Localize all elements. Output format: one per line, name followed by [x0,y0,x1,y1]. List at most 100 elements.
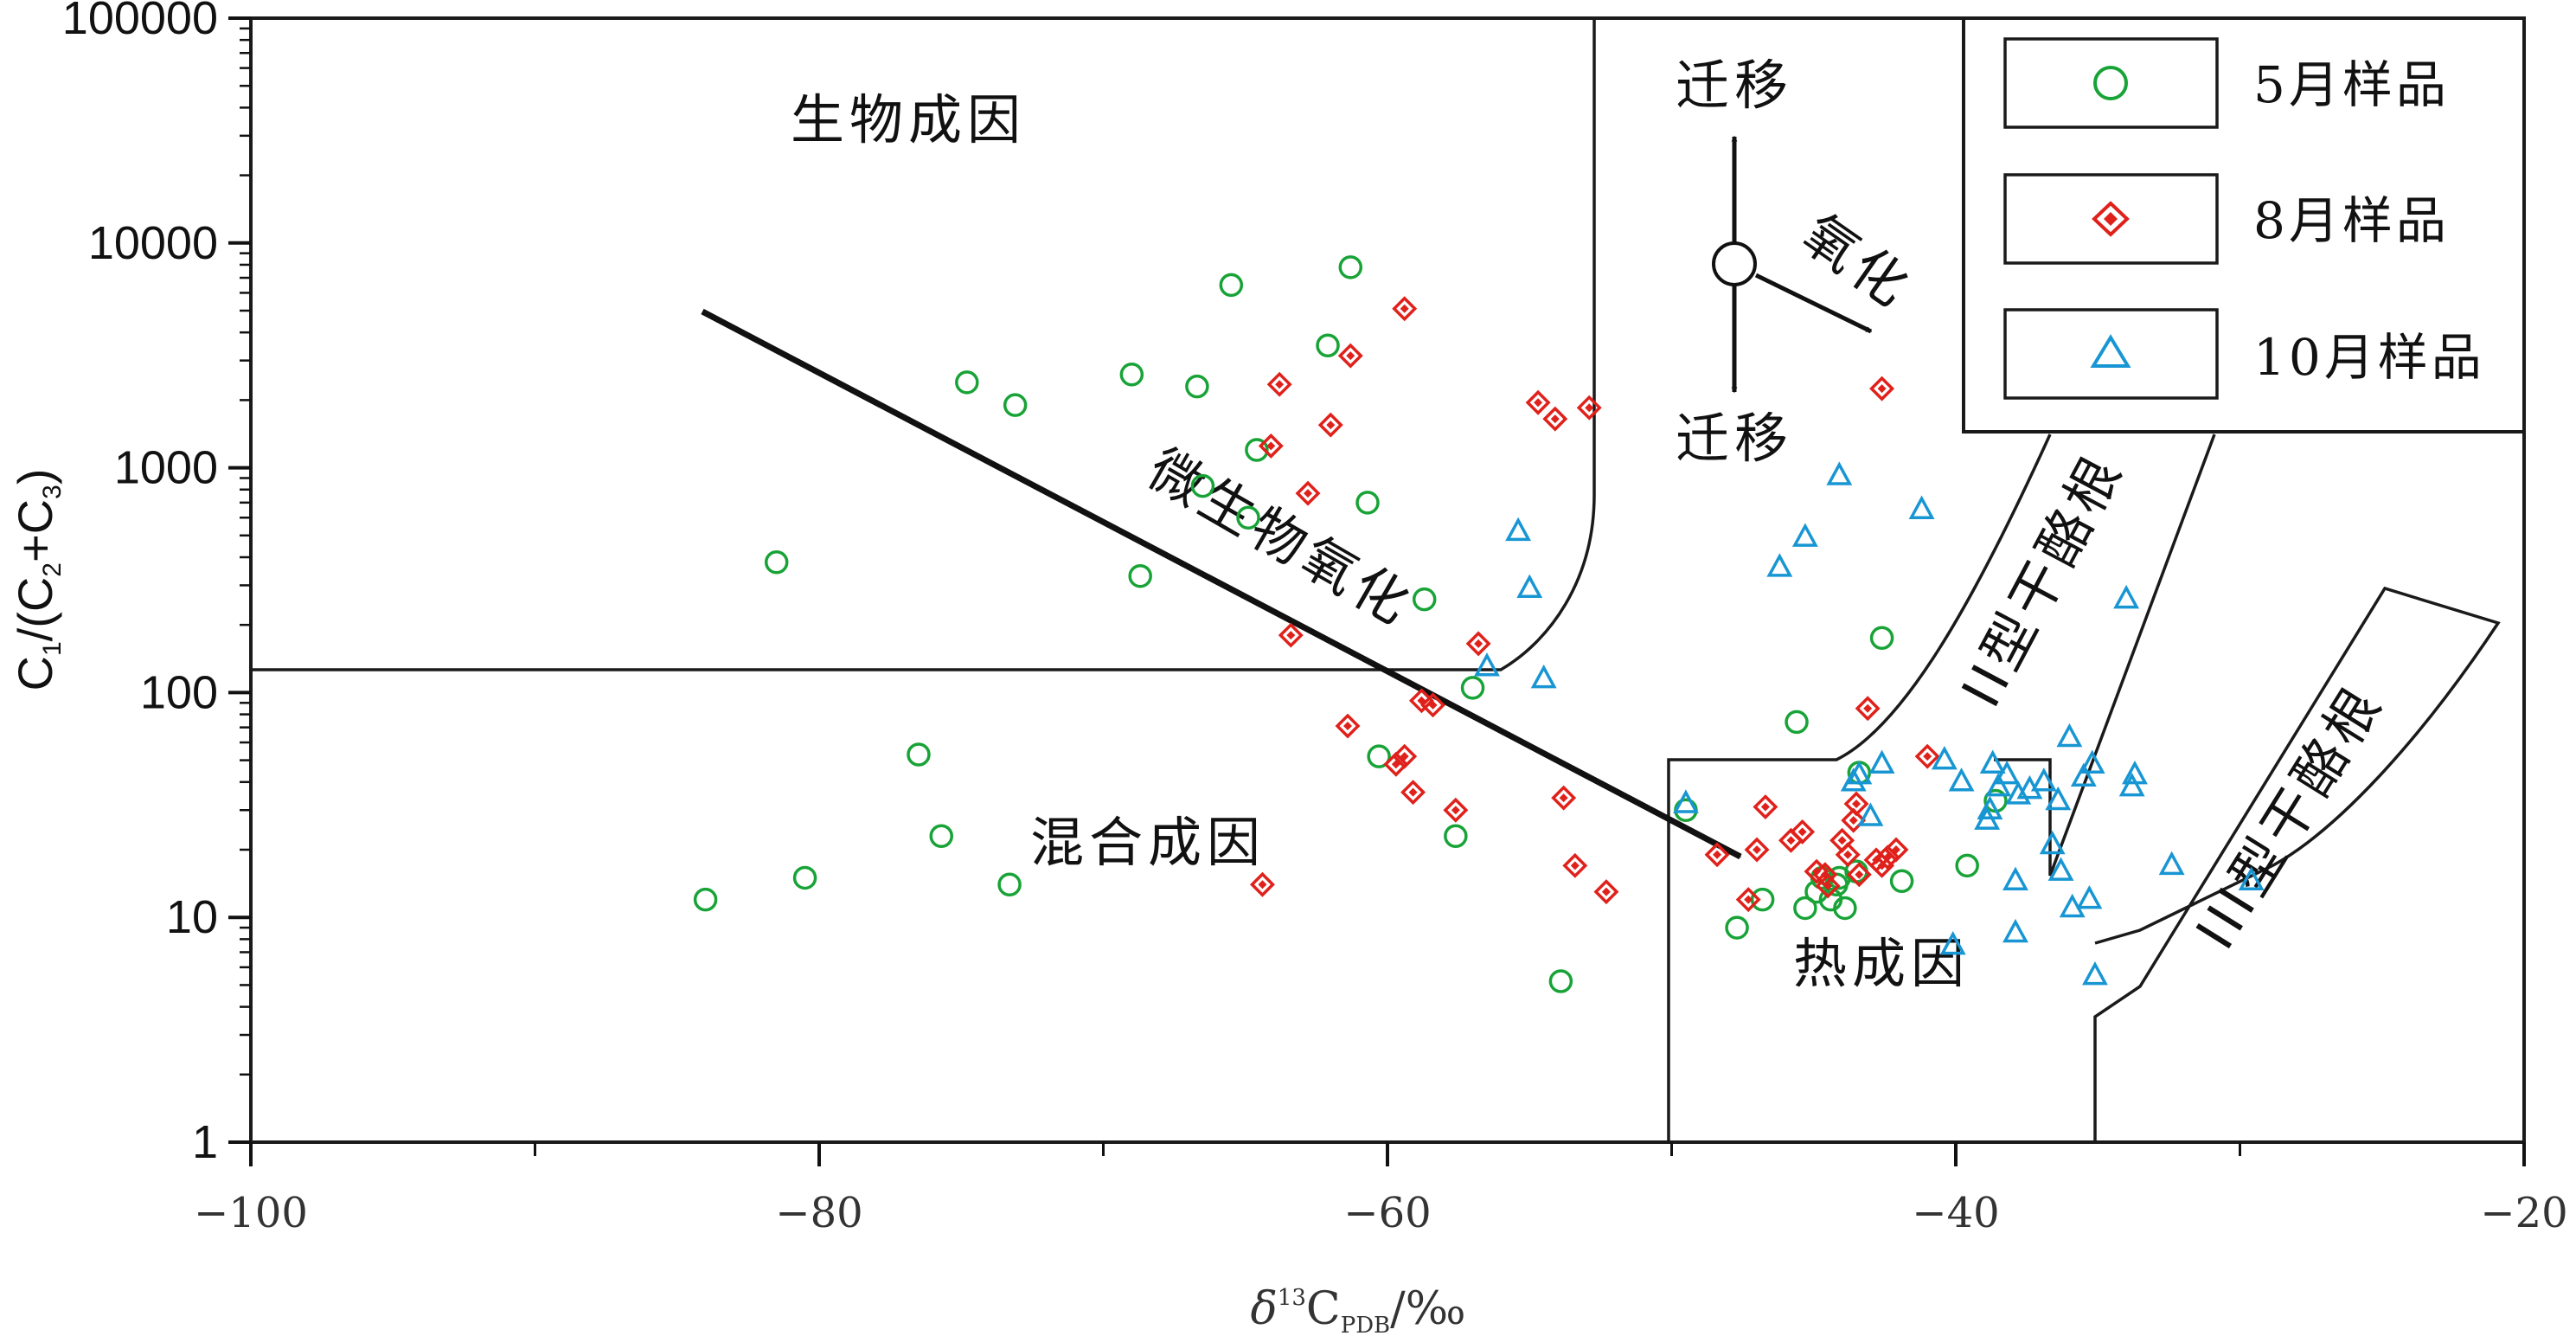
data-point-triangle [2047,857,2074,881]
data-point-diamond [1258,433,1284,459]
data-point-circle [1725,915,1749,940]
migration-up-label: 迁移 [1676,54,1793,117]
data-point-circle [1245,438,1269,462]
data-point-triangle [1939,931,1966,955]
y-axis: 1 10 100 1000 10000 100000 [62,0,251,1168]
data-point-circle [1833,896,1857,921]
legend-label-oct: 10月样品 [2253,328,2485,387]
data-point-triangle [2082,960,2108,986]
data-point-triangle [1931,745,1958,770]
data-point-circle [1889,869,1914,894]
data-point-diamond [1846,862,1872,888]
x-axis: −100 −80 −60 −40 −20 [194,1142,2568,1237]
data-point-diamond [1883,837,1909,863]
data-point-triangle [2122,760,2148,785]
data-point-diamond [1392,296,1418,322]
data-point-circle [1316,333,1340,358]
data-point-diamond [1704,842,1730,868]
process-indicator [1712,135,1873,394]
data-point-diamond [1542,406,1568,432]
x-tick-label: −60 [1343,1189,1431,1237]
data-point-diamond [1835,842,1861,868]
data-point-diamond [1778,827,1804,853]
data-point-triangle [1977,795,2003,819]
data-point-triangle [1979,749,2006,774]
data-point-circle [764,550,789,575]
legend-item-aug: 8月样品 [2003,173,2450,265]
data-point-circle [1119,363,1144,387]
data-point-circle [1219,273,1244,298]
data-point-triangle [1474,652,1500,677]
data-point-diamond [1593,879,1619,905]
data-point-diamond [1576,395,1602,421]
y-axis-label: C1/(C2+C3) [8,469,67,691]
data-point-diamond [1420,692,1446,718]
data-point-diamond [1744,837,1770,863]
data-point-diamond [1465,631,1491,657]
data-point-triangle [1948,768,1975,792]
data-point-diamond [1562,852,1588,878]
data-point-circle [1128,563,1152,588]
data-point-diamond [1855,696,1881,722]
data-point-circle [955,370,979,395]
data-point-triangle [2238,866,2265,891]
data-point-triangle [1857,802,1884,826]
data-point-triangle [2039,830,2066,855]
data-point-diamond [1841,807,1867,833]
data-point-diamond [1525,389,1551,415]
data-point-triangle [2118,772,2145,797]
data-point-diamond [1843,791,1869,817]
data-point-triangle [1516,574,1543,599]
data-point-triangle [1868,749,1895,774]
data-point-diamond [1400,780,1426,806]
data-point-circle [1190,473,1215,498]
legend: 5月样品 8月样品 10月样品 [1962,16,2526,434]
data-point-diamond [1335,713,1361,739]
data-point-triangle [1766,553,1793,577]
data-point-triangle [2113,584,2140,609]
data-point-triangle [2056,723,2083,748]
legend-frame [1962,16,2526,434]
data-point-circle [1548,969,1573,993]
data-point-circle [929,824,954,848]
y-tick-label: 100 [140,666,218,718]
x-axis-label: δ13CPDB/‰ [1251,1283,1466,1336]
data-point-circle [1236,505,1260,530]
x-tick-label: −100 [194,1189,308,1237]
data-point-diamond [1914,743,1940,769]
legend-label-aug: 8月样品 [2253,191,2450,250]
data-point-diamond [1266,371,1292,397]
data-point-diamond [1317,412,1343,438]
data-point-circle [1412,587,1437,612]
data-point-circle [1338,255,1363,279]
migration-down-label: 迁移 [1676,407,1793,470]
data-point-circle [792,865,817,890]
data-point-circle [1869,626,1894,651]
data-point-triangle [1840,768,1867,792]
data-point-triangle [2002,918,2028,943]
data-point-diamond [1249,871,1275,897]
x-tick-label: −40 [1912,1189,1999,1237]
type-ii-label: II型干酪根 [1950,442,2136,716]
series-triangle [1474,461,2265,986]
mixed-label: 混合成因 [1030,811,1266,874]
data-point-circle [997,872,1022,896]
data-point-diamond [1443,797,1469,823]
data-point-triangle [1974,806,2001,830]
data-point-diamond [1815,873,1841,899]
legend-label-may: 5月样品 [2253,55,2450,114]
legend-diamond-marker [2092,201,2130,237]
data-point-circle [1003,393,1028,417]
y-tick-label: 10 [166,891,218,943]
data-point-triangle [2059,893,2086,918]
microbial-oxidation-label: 微生物氧化 [1137,437,1424,639]
legend-circle-marker [2093,66,2128,100]
biogenic-label: 生物成因 [791,88,1026,151]
data-point-triangle [1672,789,1699,813]
data-point-diamond [1869,376,1895,401]
data-point-triangle [2030,768,2057,792]
data-point-triangle [2002,866,2028,891]
data-point-triangle [1908,495,1935,519]
microbial-oxidation-arrow [701,308,1742,860]
